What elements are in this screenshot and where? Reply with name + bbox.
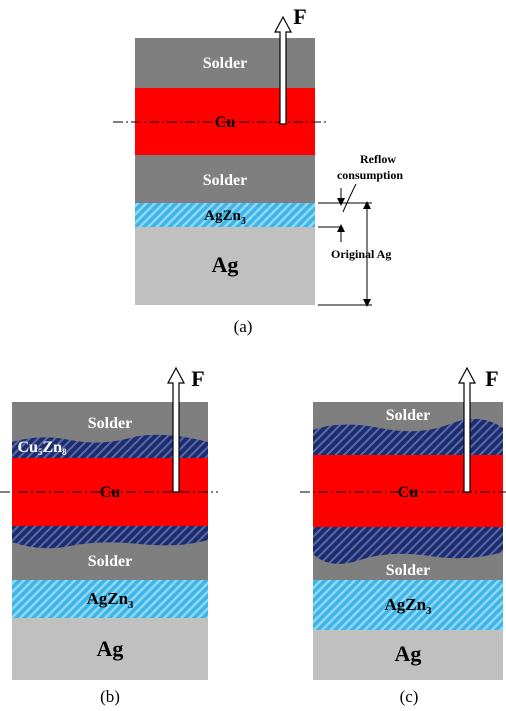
layer-label: Cu bbox=[215, 114, 236, 131]
annotation: Original Ag bbox=[331, 247, 391, 261]
layer-label: Solder bbox=[203, 172, 247, 189]
layer-label: Solder bbox=[386, 407, 430, 424]
layer-label: Solder bbox=[203, 55, 247, 72]
text-part: 3 bbox=[128, 599, 134, 611]
panel-c: F Solder Cu Solder AgZn3 Ag (c) bbox=[300, 366, 506, 706]
caption: (b) bbox=[100, 687, 120, 706]
annotation: consumption bbox=[337, 168, 403, 182]
text-part: 8 bbox=[62, 447, 67, 457]
caption: (a) bbox=[234, 317, 253, 336]
dimension-lines bbox=[318, 184, 372, 305]
force-label: F bbox=[191, 366, 204, 391]
panel-b: F Solder Cu5Zn8 Cu Solder AgZn3 Ag (b) bbox=[0, 366, 218, 706]
layer-label: Cu bbox=[100, 484, 121, 501]
layer-label: Ag bbox=[212, 252, 239, 277]
layer-label: Ag bbox=[97, 636, 124, 661]
text-part: 3 bbox=[426, 605, 432, 617]
force-label: F bbox=[485, 366, 498, 391]
layer-label: Ag bbox=[395, 641, 422, 666]
text-part: AgZn bbox=[384, 595, 426, 614]
layer-label: Cu bbox=[398, 484, 419, 501]
layer-label: Cu5Zn8 bbox=[17, 439, 67, 457]
diagram: F Solder Cu Solder AgZn3 Ag Reflow consu… bbox=[0, 0, 506, 711]
text-part: 3 bbox=[241, 216, 246, 227]
caption: (c) bbox=[400, 687, 419, 706]
text-part: Zn bbox=[42, 439, 62, 456]
force-label: F bbox=[293, 4, 306, 29]
text-part: Cu bbox=[17, 439, 38, 456]
layer-label: AgZn3 bbox=[384, 595, 432, 617]
text-part: AgZn bbox=[86, 589, 128, 608]
layer-label: Solder bbox=[88, 415, 132, 432]
layer-label: Solder bbox=[88, 553, 132, 570]
panel-a: F Solder Cu Solder AgZn3 Ag Reflow consu… bbox=[113, 4, 403, 336]
text-part: AgZn bbox=[204, 208, 241, 224]
layer-label: Solder bbox=[386, 562, 430, 579]
annotation: Reflow bbox=[360, 152, 396, 166]
layer-label: AgZn3 bbox=[86, 589, 134, 611]
